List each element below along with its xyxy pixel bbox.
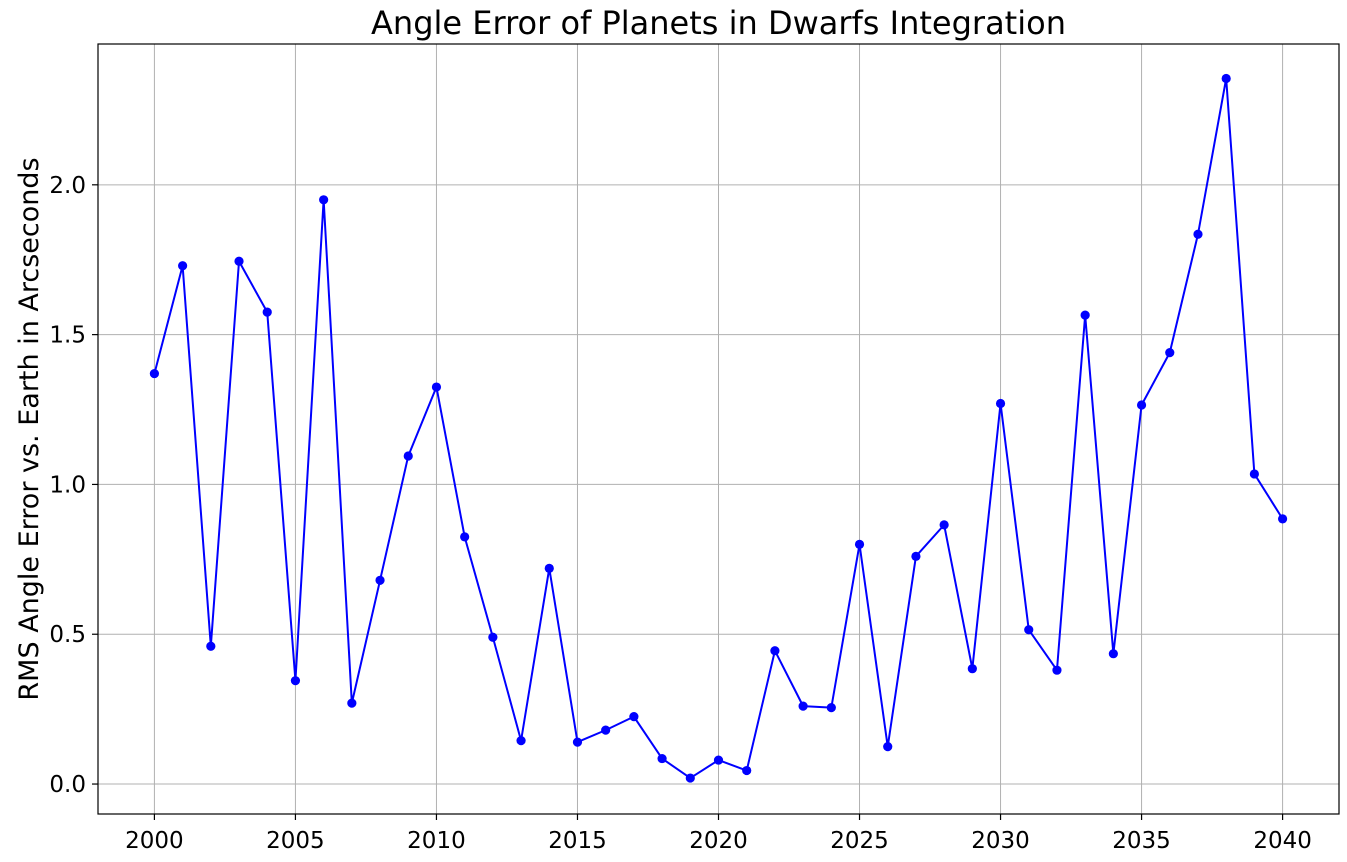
data-point xyxy=(770,646,780,656)
grid-lines xyxy=(98,44,1339,814)
data-series xyxy=(149,73,1288,783)
y-axis-label: RMS Angle Error vs. Earth in Arcseconds xyxy=(14,157,45,700)
data-point xyxy=(826,703,836,713)
x-tick-label: 2010 xyxy=(407,828,466,854)
x-tick-label: 2035 xyxy=(1112,828,1171,854)
x-tick-label: 2030 xyxy=(971,828,1030,854)
data-point xyxy=(1165,347,1175,358)
data-point xyxy=(657,753,667,764)
y-tick-label: 0.5 xyxy=(49,622,86,648)
x-tick-label: 2000 xyxy=(125,828,184,854)
data-point xyxy=(1221,73,1231,84)
chart-title: Angle Error of Planets in Dwarfs Integra… xyxy=(371,4,1066,42)
x-tick-label: 2020 xyxy=(689,828,748,854)
data-point xyxy=(290,676,301,686)
data-point xyxy=(149,368,160,379)
data-point xyxy=(206,641,216,651)
data-point xyxy=(1193,229,1203,239)
data-point xyxy=(1136,400,1147,410)
y-tick-label: 0.0 xyxy=(49,772,86,798)
y-tick-label: 1.5 xyxy=(49,323,86,349)
data-point xyxy=(1108,649,1118,659)
data-point xyxy=(939,520,949,530)
data-point xyxy=(488,632,498,642)
data-point xyxy=(798,701,808,711)
data-point xyxy=(403,451,413,461)
axis-ticks: 2000 2005 2010 2015 2020 2025 2030 2035 2040 0.0 0… xyxy=(49,173,1311,854)
data-point xyxy=(1024,625,1034,635)
x-tick-label: 2005 xyxy=(266,828,325,854)
data-point xyxy=(234,256,244,266)
y-tick-label: 2.0 xyxy=(49,173,86,199)
y-tick-label: 1.0 xyxy=(49,472,86,498)
data-point xyxy=(601,725,611,735)
data-point xyxy=(375,575,385,585)
x-tick-label: 2015 xyxy=(548,828,607,854)
data-point xyxy=(911,551,921,561)
data-point xyxy=(178,261,188,271)
data-point xyxy=(460,532,470,542)
data-point xyxy=(544,563,554,573)
data-point xyxy=(1080,310,1090,320)
data-point xyxy=(629,712,639,722)
data-point xyxy=(1249,469,1259,479)
data-point xyxy=(431,382,442,392)
data-point xyxy=(347,698,357,708)
x-tick-label: 2025 xyxy=(830,828,889,854)
data-point xyxy=(1277,514,1288,524)
data-point xyxy=(995,398,1006,409)
data-point xyxy=(1052,665,1062,675)
data-point xyxy=(883,741,893,752)
x-tick-label: 2040 xyxy=(1253,828,1312,854)
data-point xyxy=(572,737,583,747)
data-point xyxy=(319,195,329,205)
data-point xyxy=(854,539,865,549)
data-point xyxy=(967,664,977,674)
data-point xyxy=(713,755,724,765)
data-point xyxy=(685,773,695,783)
data-point xyxy=(516,735,526,746)
data-point xyxy=(742,765,752,776)
data-point xyxy=(262,307,272,317)
